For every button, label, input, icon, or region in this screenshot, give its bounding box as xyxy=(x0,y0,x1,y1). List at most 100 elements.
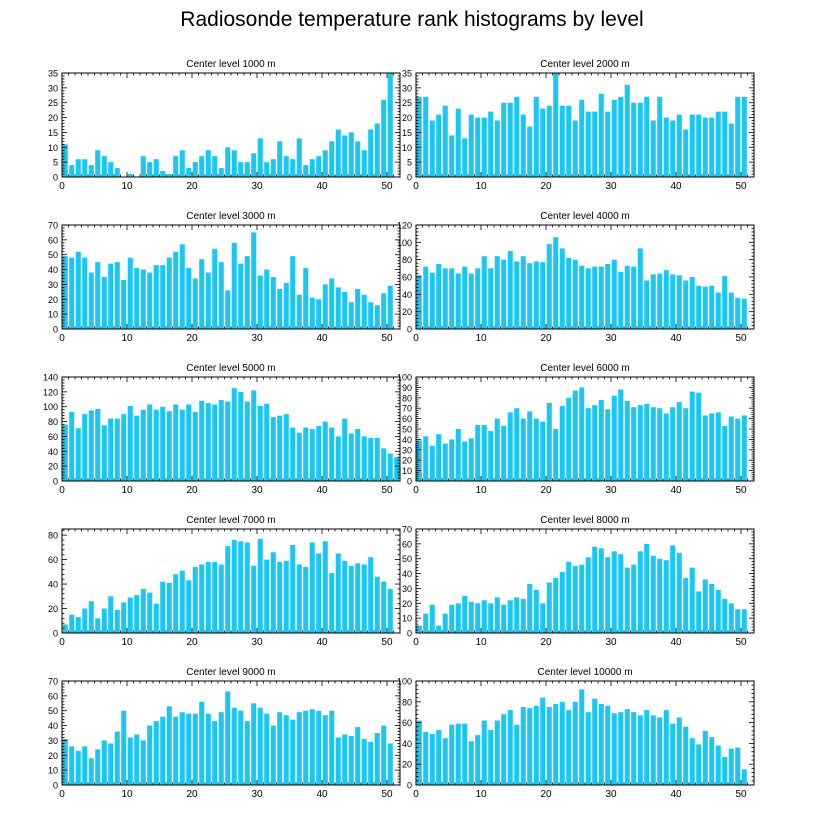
y-tick-label: 50 xyxy=(402,425,412,435)
bar xyxy=(624,265,630,329)
bar xyxy=(416,96,422,177)
bar xyxy=(670,545,676,633)
bar xyxy=(69,165,75,177)
bar xyxy=(225,290,231,329)
bar xyxy=(368,129,374,177)
bar xyxy=(598,399,604,481)
y-tick-label: 80 xyxy=(402,393,412,403)
bar xyxy=(329,710,335,785)
bar xyxy=(160,171,166,177)
bar xyxy=(618,271,624,329)
bar xyxy=(520,418,526,481)
bar xyxy=(488,111,494,177)
y-tick-label: 20 xyxy=(402,113,412,123)
bar xyxy=(592,698,598,785)
bar xyxy=(468,601,474,633)
bar xyxy=(179,712,185,785)
bar xyxy=(179,570,185,633)
bar xyxy=(179,244,185,329)
y-tick-label: 30 xyxy=(48,83,58,93)
bar xyxy=(140,156,146,177)
chart-title: Center level 10000 m xyxy=(537,667,632,678)
bar xyxy=(741,298,747,329)
bar xyxy=(702,117,708,177)
chart-panel-6: Center level 6000 m0 10 20 30 40 500102030405… xyxy=(397,363,755,496)
x-tick-label: 0 xyxy=(413,333,419,344)
bar xyxy=(709,583,715,633)
chart-panel-4: Center level 4000 m 0 10 20 30 40 50 0 20 40 60 80 1… xyxy=(397,211,755,344)
bar xyxy=(637,551,643,633)
bar xyxy=(199,701,205,785)
y-tick-label: 25 xyxy=(402,98,412,108)
bar xyxy=(728,123,734,177)
bar xyxy=(527,583,533,633)
bar xyxy=(62,144,68,177)
x-tick-label: 30 xyxy=(605,637,617,648)
bar xyxy=(238,391,244,481)
bar xyxy=(95,408,101,481)
y-tick-label: 30 xyxy=(48,736,58,746)
bar xyxy=(676,275,682,329)
bar xyxy=(475,268,481,329)
x-tick-label: 20 xyxy=(540,485,552,496)
bar xyxy=(270,552,276,633)
bar xyxy=(468,273,474,329)
bar xyxy=(540,603,546,633)
bar xyxy=(559,105,565,177)
bar xyxy=(670,723,676,785)
y-tick-label: 20 xyxy=(402,456,412,466)
bar xyxy=(361,150,367,177)
bar xyxy=(121,279,127,329)
bar xyxy=(722,276,728,329)
bar xyxy=(670,274,676,329)
bar xyxy=(114,168,120,177)
bar xyxy=(442,738,448,785)
bar xyxy=(101,156,107,177)
bar xyxy=(173,156,179,177)
bar xyxy=(108,743,114,785)
bar xyxy=(585,408,591,481)
bar xyxy=(348,735,354,785)
bar xyxy=(585,557,591,633)
bar xyxy=(592,266,598,329)
bar xyxy=(605,111,611,177)
bar xyxy=(624,84,630,177)
bar xyxy=(62,738,68,785)
bar xyxy=(309,297,315,329)
bar xyxy=(514,96,520,177)
bar xyxy=(290,719,296,785)
chart-title: Center level 5000 m xyxy=(186,363,276,374)
bar xyxy=(572,566,578,633)
bar xyxy=(121,602,127,633)
bar xyxy=(715,745,721,785)
y-tick-label: 0 xyxy=(53,781,58,791)
bar xyxy=(212,156,218,177)
bar xyxy=(488,603,494,633)
bar xyxy=(257,275,263,329)
x-tick-label: 50 xyxy=(381,485,393,496)
bar xyxy=(728,603,734,633)
x-tick-label: 10 xyxy=(121,181,133,192)
bar xyxy=(160,716,166,785)
bar xyxy=(75,251,81,329)
x-tick-label: 50 xyxy=(381,637,393,648)
bar xyxy=(218,262,224,329)
bar xyxy=(374,123,380,177)
bar xyxy=(335,287,341,329)
bar xyxy=(62,424,68,481)
bar xyxy=(696,591,702,633)
bar xyxy=(728,416,734,481)
bar xyxy=(527,708,533,785)
y-tick-label: 60 xyxy=(402,539,412,549)
x-tick-label: 40 xyxy=(316,637,328,648)
bar xyxy=(540,262,546,329)
bar xyxy=(709,413,715,481)
bar xyxy=(429,445,435,481)
bar xyxy=(387,743,393,785)
bar xyxy=(244,256,250,329)
y-tick-label: 10 xyxy=(48,143,58,153)
bar xyxy=(735,609,741,633)
x-tick-label: 10 xyxy=(121,637,133,648)
bar xyxy=(585,712,591,785)
bar xyxy=(134,595,140,633)
